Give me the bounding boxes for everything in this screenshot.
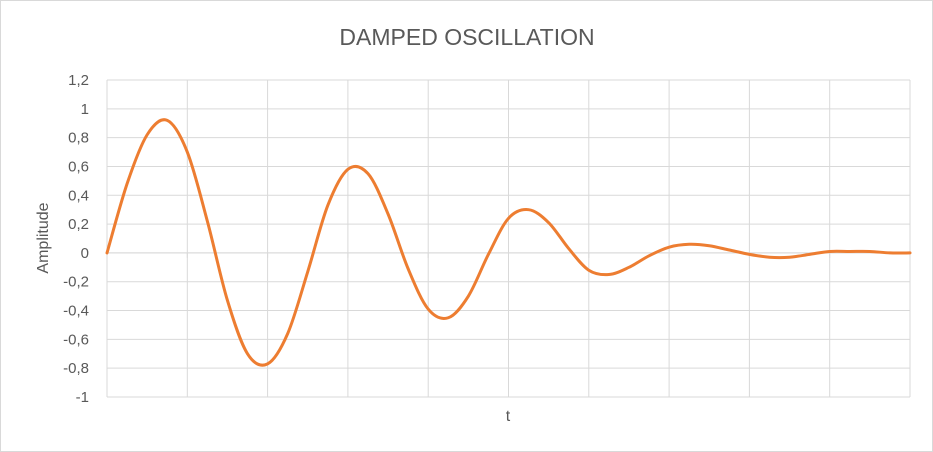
y-tick-label: -1 bbox=[76, 389, 89, 406]
y-tick-label: 0,8 bbox=[68, 130, 89, 147]
series-line bbox=[105, 118, 912, 367]
y-tick-label: 0,2 bbox=[68, 216, 89, 233]
y-tick-labels: 1,2 1 0,8 0,6 0,4 0,2 0 -0,2 -0,4 -0,6 -0,8 -1 bbox=[63, 72, 89, 406]
y-tick-label: 0,4 bbox=[68, 187, 89, 204]
y-tick-label: -0,4 bbox=[63, 303, 89, 320]
y-tick-label: 1 bbox=[81, 101, 89, 118]
y-axis-title: Amplitude bbox=[35, 202, 52, 273]
y-tick-label: -0,6 bbox=[63, 331, 89, 348]
chart-title: DAMPED OSCILLATION bbox=[339, 24, 594, 50]
y-tick-label: 0,6 bbox=[68, 158, 89, 175]
x-axis-title: t bbox=[506, 408, 511, 425]
y-tick-label: -0,8 bbox=[63, 360, 89, 377]
y-tick-label: 0 bbox=[81, 245, 89, 262]
gridlines bbox=[106, 79, 911, 398]
y-tick-label: -0,2 bbox=[63, 274, 89, 291]
y-tick-label: 1,2 bbox=[68, 72, 89, 89]
axes bbox=[106, 252, 911, 258]
